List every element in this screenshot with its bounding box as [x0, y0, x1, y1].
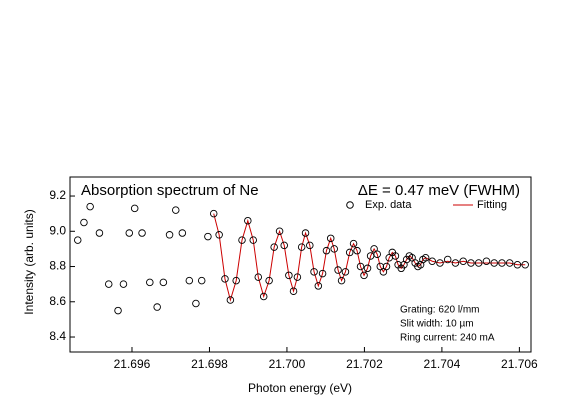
- y-tick-label: 8.4: [49, 329, 66, 343]
- data-point: [373, 250, 381, 258]
- data-point: [130, 204, 139, 213]
- data-point: [382, 262, 391, 271]
- annotation: ΔE = 0.47 meV (FWHM): [358, 182, 520, 199]
- data-point: [428, 257, 436, 265]
- data-point: [330, 245, 338, 253]
- data-point: [138, 229, 146, 237]
- data-point: [474, 259, 483, 267]
- data-point: [165, 231, 174, 239]
- data-point: [345, 248, 354, 257]
- data-point: [125, 229, 134, 237]
- data-point: [232, 276, 240, 285]
- data-point: [318, 269, 327, 278]
- data-point: [86, 202, 94, 211]
- data-point: [322, 246, 331, 255]
- data-point: [275, 227, 284, 236]
- x-tick-label: 21.700: [269, 357, 306, 371]
- data-point: [334, 266, 342, 274]
- data-point: [244, 216, 252, 225]
- data-point: [443, 255, 452, 264]
- note: Grating: 620 l/mm: [400, 305, 479, 316]
- data-point: [119, 280, 128, 288]
- data-point: [314, 282, 323, 290]
- data-point: [104, 280, 113, 288]
- data-point: [513, 261, 522, 269]
- legend-marker: [346, 201, 354, 209]
- y-axis-label: Intensity (arb. units): [22, 209, 36, 314]
- data-point: [363, 264, 372, 273]
- data-point: [306, 241, 314, 250]
- data-point: [293, 273, 302, 281]
- data-point: [215, 231, 223, 239]
- x-tick-label: 21.706: [501, 357, 538, 371]
- data-point: [285, 271, 293, 280]
- data-point: [341, 268, 350, 276]
- data-point: [197, 276, 206, 285]
- data-point: [172, 206, 180, 214]
- data-point: [95, 229, 104, 237]
- y-tick-label: 9.2: [49, 188, 66, 202]
- data-point: [259, 292, 268, 301]
- data-point: [265, 276, 273, 285]
- legend-label: Fitting: [477, 199, 507, 211]
- data-point: [249, 236, 257, 244]
- data-point: [490, 259, 498, 267]
- data-point: [254, 273, 263, 281]
- y-tick-label: 8.8: [49, 259, 66, 273]
- data-point: [297, 243, 306, 251]
- data-point: [337, 276, 346, 285]
- data-point: [221, 275, 229, 283]
- data-point: [289, 287, 298, 295]
- data-point: [270, 243, 278, 251]
- data-point: [459, 257, 467, 265]
- data-point: [482, 257, 491, 265]
- note: Slit width: 10 µm: [400, 319, 474, 330]
- data-point: [114, 306, 122, 315]
- data-point: [349, 239, 358, 248]
- legend-label: Exp. data: [365, 199, 412, 211]
- data-point: [421, 253, 430, 262]
- data-point: [467, 259, 475, 267]
- data-point: [280, 241, 288, 250]
- data-point: [310, 268, 318, 276]
- x-tick-label: 21.698: [191, 357, 228, 371]
- y-tick-label: 9.0: [49, 223, 66, 237]
- data-point: [301, 229, 310, 237]
- data-point: [204, 232, 212, 241]
- data-point: [391, 252, 400, 260]
- data-point: [498, 259, 506, 267]
- x-tick-label: 21.696: [114, 357, 151, 371]
- data-point: [326, 234, 335, 243]
- fit-line: [213, 213, 526, 302]
- data-point: [80, 218, 88, 227]
- x-tick-label: 21.704: [424, 357, 461, 371]
- data-point: [505, 259, 514, 267]
- data-point: [353, 246, 361, 255]
- data-point: [178, 229, 187, 237]
- data-point: [209, 209, 218, 218]
- x-axis-label: Photon energy (eV): [248, 381, 352, 395]
- data-point: [73, 236, 82, 244]
- data-point: [146, 278, 154, 287]
- x-tick-label: 21.702: [346, 357, 383, 371]
- data-point: [360, 271, 368, 280]
- data-point: [185, 276, 194, 285]
- data-point: [238, 236, 246, 244]
- data-point: [356, 262, 365, 271]
- data-point: [159, 278, 168, 287]
- chart-title: Absorption spectrum of Ne: [81, 182, 259, 199]
- data-point: [226, 296, 235, 304]
- note: Ring current: 240 mA: [400, 333, 495, 344]
- data-point: [153, 303, 161, 311]
- data-point: [451, 259, 460, 267]
- data-point: [192, 299, 200, 308]
- data-point: [521, 261, 529, 269]
- data-point: [436, 259, 444, 267]
- plot-frame: [69, 176, 532, 353]
- y-tick-label: 8.6: [49, 294, 66, 308]
